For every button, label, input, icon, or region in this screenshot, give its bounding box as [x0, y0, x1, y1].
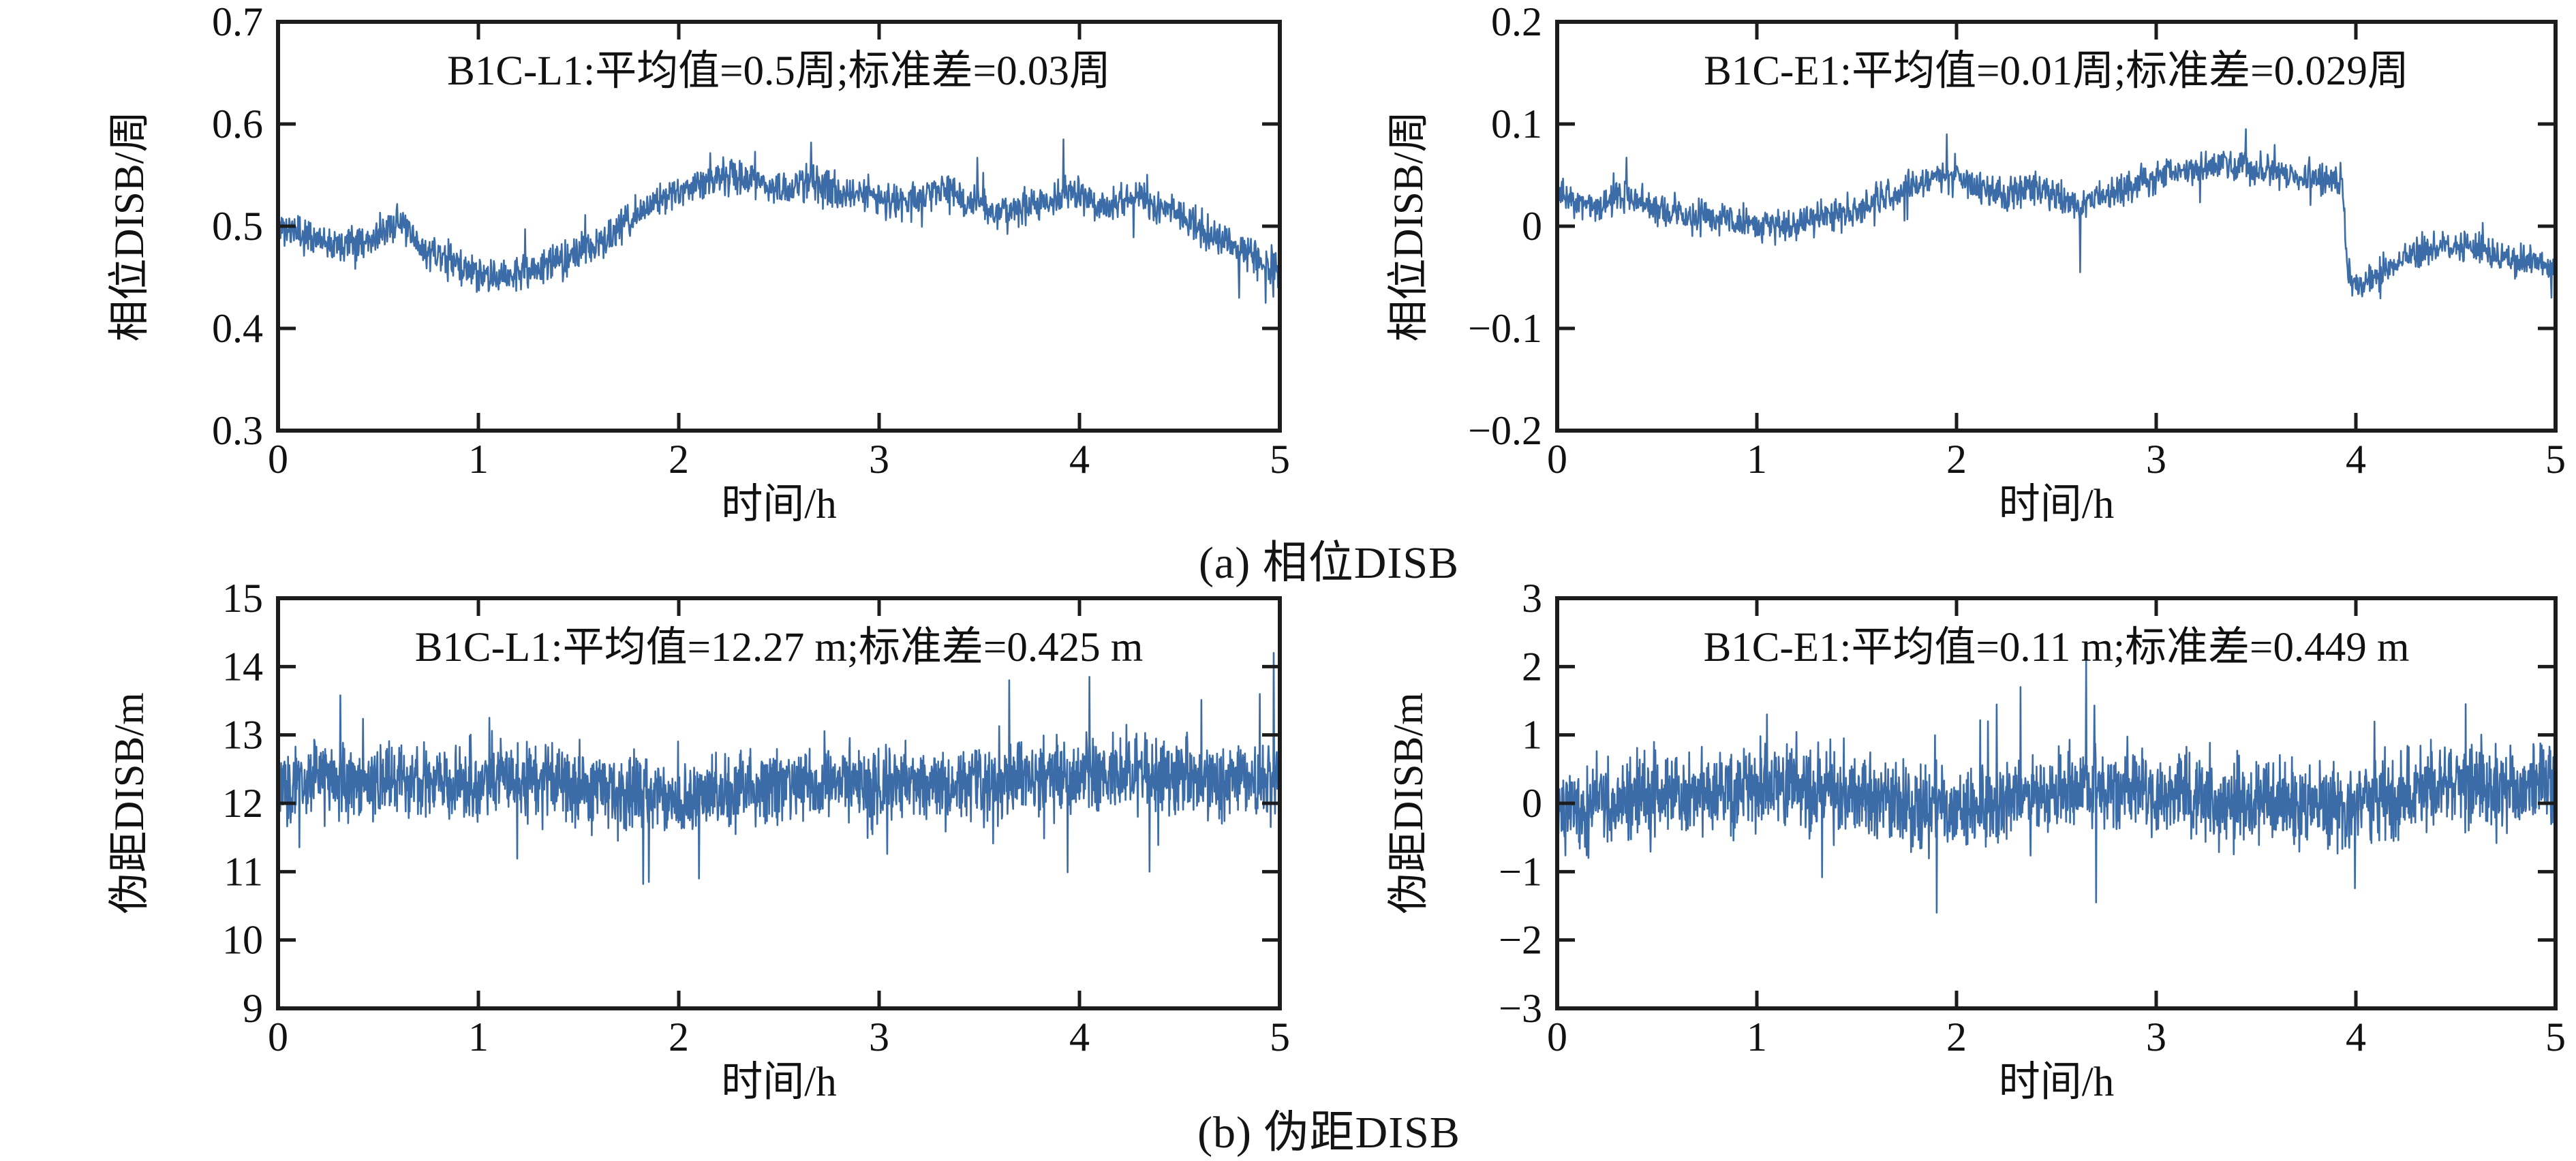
chart-title-code-b1c-l1: B1C-L1:平均值=12.27 m;标准差=0.425 m — [415, 625, 1144, 670]
x-axis-label: 时间/h — [721, 482, 836, 527]
chart-code-b1c-e1: 0 1 2 3 4 5 −3 −2 −1 0 1 2 3 B1C-E1:平均值=0.11 m;标准差=0.… — [1386, 576, 2566, 1105]
y-axis-label: 相位DISB/周 — [1386, 111, 1432, 342]
x-tick-label: 1 — [1747, 437, 1767, 482]
x-tick-label: 4 — [1069, 437, 1090, 482]
y-tick-label: 0.7 — [212, 0, 263, 44]
x-tick-label: 5 — [1270, 437, 1290, 482]
x-tick-label: 1 — [1747, 1015, 1767, 1059]
y-tick-label: 10 — [222, 918, 263, 963]
x-tick-label: 2 — [1946, 437, 1967, 482]
x-tick-label: 1 — [468, 437, 489, 482]
x-tick-label: 4 — [1069, 1015, 1090, 1059]
y-tick-label: 9 — [243, 986, 263, 1031]
y-axis-label: 相位DISB/周 — [107, 111, 153, 342]
x-tick-label: 3 — [869, 437, 889, 482]
x-tick-label: 1 — [468, 1015, 489, 1059]
x-tick-label: 0 — [268, 1015, 288, 1059]
x-tick-label: 2 — [669, 1015, 689, 1059]
chart-title-phase-b1c-e1: B1C-E1:平均值=0.01周;标准差=0.029周 — [1704, 48, 2409, 94]
y-tick-label: 2 — [1522, 644, 1542, 689]
y-tick-label: 0.2 — [1491, 0, 1542, 44]
y-tick-label: 0.5 — [212, 204, 263, 249]
x-tick-label: 4 — [2346, 437, 2366, 482]
y-tick-label: 14 — [222, 644, 263, 689]
x-tick-label: 2 — [669, 437, 689, 482]
x-tick-label: 0 — [1547, 437, 1567, 482]
x-axis-label: 时间/h — [1999, 482, 2114, 527]
y-tick-label: 15 — [222, 576, 263, 621]
y-tick-label: −0.2 — [1468, 408, 1542, 453]
data-line-code-b1c-e1 — [1557, 658, 2556, 914]
y-tick-label: 13 — [222, 713, 263, 758]
x-tick-label: 4 — [2346, 1015, 2366, 1059]
y-tick-label: −2 — [1499, 918, 1542, 963]
x-tick-label: 5 — [2545, 1015, 2566, 1059]
x-tick-label: 5 — [1270, 1015, 1290, 1059]
y-tick-label: −1 — [1499, 849, 1542, 894]
y-tick-label: 0 — [1522, 204, 1542, 249]
x-tick-label: 2 — [1946, 1015, 1967, 1059]
x-axis-label: 时间/h — [721, 1059, 836, 1105]
y-tick-label: −3 — [1499, 986, 1542, 1031]
chart-phase-b1c-l1: 0 1 2 3 4 5 0.3 0.4 0.5 0.6 0.7 B1C-L1:平均值=0.5周;标准差… — [107, 0, 1290, 527]
data-line-code-b1c-l1 — [278, 651, 1280, 885]
chart-phase-b1c-e1: 0 1 2 3 4 5 −0.2 −0.1 0 0.1 0.2 B1C-E1:平均值=0.01周;标准… — [1386, 0, 2566, 527]
y-tick-label: 0.1 — [1491, 102, 1542, 146]
data-line-phase-b1c-l1 — [278, 138, 1280, 304]
y-axis-label: 伪距DISB/m — [107, 692, 153, 914]
y-tick-label: 11 — [224, 849, 263, 894]
y-tick-label: 0.3 — [212, 408, 263, 453]
y-tick-label: 1 — [1522, 713, 1542, 758]
y-tick-label: −0.1 — [1468, 306, 1542, 351]
x-tick-label: 3 — [2146, 1015, 2166, 1059]
x-tick-label: 5 — [2545, 437, 2566, 482]
caption-b: (b) 伪距DISB — [1197, 1108, 1460, 1158]
chart-title-code-b1c-e1: B1C-E1:平均值=0.11 m;标准差=0.449 m — [1704, 625, 2410, 670]
x-tick-label: 3 — [869, 1015, 889, 1059]
caption-a: (a) 相位DISB — [1198, 538, 1460, 588]
y-tick-label: 12 — [222, 781, 263, 826]
y-tick-label: 0.6 — [212, 102, 263, 146]
x-tick-label: 3 — [2146, 437, 2166, 482]
y-tick-label: 0.4 — [212, 306, 263, 351]
x-tick-label: 0 — [1547, 1015, 1567, 1059]
y-axis-label: 伪距DISB/m — [1386, 692, 1432, 914]
data-line-phase-b1c-e1 — [1557, 128, 2556, 300]
y-tick-label: 3 — [1522, 576, 1542, 621]
x-tick-label: 0 — [268, 437, 288, 482]
y-tick-label: 0 — [1522, 781, 1542, 826]
x-axis-label: 时间/h — [1999, 1059, 2114, 1105]
chart-title-phase-b1c-l1: B1C-L1:平均值=0.5周;标准差=0.03周 — [447, 48, 1111, 94]
